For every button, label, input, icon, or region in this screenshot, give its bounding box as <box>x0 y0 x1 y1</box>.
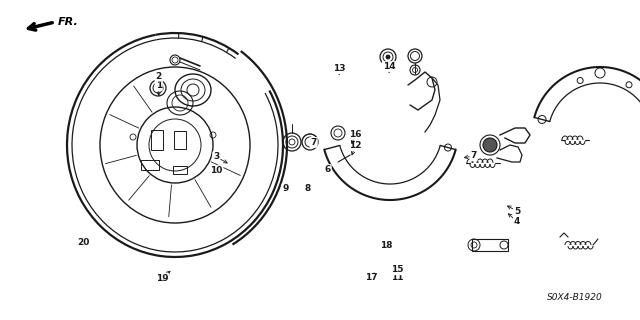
Text: S0X4-B1920: S0X4-B1920 <box>547 293 603 302</box>
Text: 20: 20 <box>77 238 90 247</box>
Text: 15: 15 <box>390 265 403 274</box>
Bar <box>141 160 159 170</box>
Bar <box>174 131 186 149</box>
Text: 11: 11 <box>390 273 403 282</box>
Text: 4: 4 <box>514 217 520 226</box>
Text: 9: 9 <box>282 184 289 193</box>
Bar <box>472 239 508 251</box>
Text: 7: 7 <box>470 151 477 160</box>
Text: 18: 18 <box>380 241 393 250</box>
Bar <box>173 166 187 174</box>
Text: 10: 10 <box>210 166 223 175</box>
Text: 8: 8 <box>304 184 310 193</box>
Text: 1: 1 <box>156 81 162 90</box>
Text: 16: 16 <box>349 130 362 139</box>
Text: 19: 19 <box>156 274 168 283</box>
Text: 17: 17 <box>365 273 378 282</box>
Circle shape <box>483 138 497 152</box>
Text: FR.: FR. <box>58 17 79 27</box>
Circle shape <box>386 55 390 59</box>
Text: 14: 14 <box>383 62 396 71</box>
Bar <box>151 130 163 150</box>
Text: 2: 2 <box>156 72 162 81</box>
Text: 7: 7 <box>310 138 317 147</box>
Text: 13: 13 <box>333 64 346 73</box>
Text: 5: 5 <box>514 207 520 216</box>
Text: 6: 6 <box>324 165 331 174</box>
Text: 3: 3 <box>213 152 220 161</box>
Text: 12: 12 <box>349 141 362 150</box>
